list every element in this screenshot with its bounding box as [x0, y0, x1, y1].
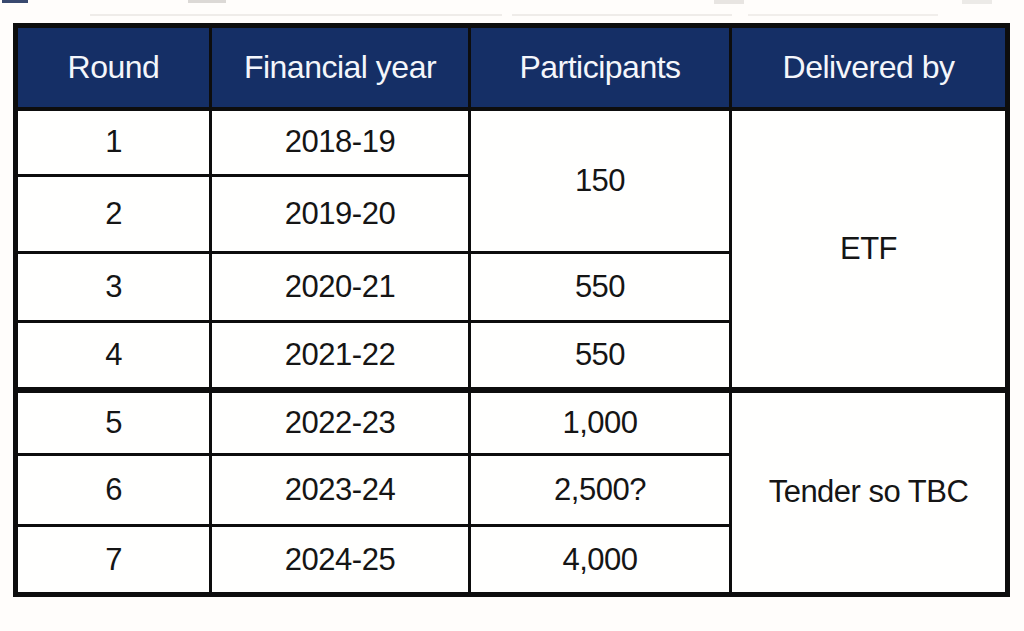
- cell-participants: 2,500?: [470, 455, 731, 526]
- cell-financial-year: 2021-22: [211, 322, 470, 390]
- cell-participants: 550: [470, 322, 731, 390]
- cell-financial-year: 2020-21: [211, 253, 470, 322]
- page: Round Financial year Participants Delive…: [0, 0, 1024, 631]
- cell-participants: 4,000: [470, 526, 731, 595]
- table-header-row: Round Financial year Participants Delive…: [16, 26, 1008, 109]
- col-header-delivered-by: Delivered by: [731, 26, 1008, 109]
- cell-financial-year: 2023-24: [211, 455, 470, 526]
- cropped-content-remnant: [188, 0, 226, 3]
- col-header-participants: Participants: [470, 26, 731, 109]
- cell-round: 4: [16, 322, 211, 390]
- cell-financial-year: 2024-25: [211, 526, 470, 595]
- funding-rounds-table: Round Financial year Participants Delive…: [13, 23, 1010, 597]
- cell-delivered-by-merged-5-7: Tender so TBC: [731, 390, 1008, 595]
- cell-round: 7: [16, 526, 211, 595]
- cell-participants: 550: [470, 253, 731, 322]
- cell-financial-year: 2019-20: [211, 176, 470, 253]
- cropped-content-remnant: [714, 0, 744, 4]
- cell-round: 6: [16, 455, 211, 526]
- cropped-row-ghost-line: [512, 14, 732, 16]
- cell-round: 3: [16, 253, 211, 322]
- cropped-content-remnant: [962, 0, 992, 4]
- cell-round: 1: [16, 109, 211, 176]
- col-header-round: Round: [16, 26, 211, 109]
- cell-round: 2: [16, 176, 211, 253]
- cropped-content-remnant: [2, 0, 28, 3]
- cell-participants: 1,000: [470, 390, 731, 455]
- cell-delivered-by-merged-1-4: ETF: [731, 109, 1008, 390]
- cell-round: 5: [16, 390, 211, 455]
- cropped-row-ghost-line: [748, 14, 938, 16]
- cropped-row-ghost-line: [90, 14, 502, 16]
- cell-financial-year: 2022-23: [211, 390, 470, 455]
- col-header-financial-year: Financial year: [211, 26, 470, 109]
- table-row-round-1: 1 2018-19 150 ETF: [16, 109, 1008, 176]
- cell-participants-merged-1-2: 150: [470, 109, 731, 253]
- table-row-round-5: 5 2022-23 1,000 Tender so TBC: [16, 390, 1008, 455]
- cell-financial-year: 2018-19: [211, 109, 470, 176]
